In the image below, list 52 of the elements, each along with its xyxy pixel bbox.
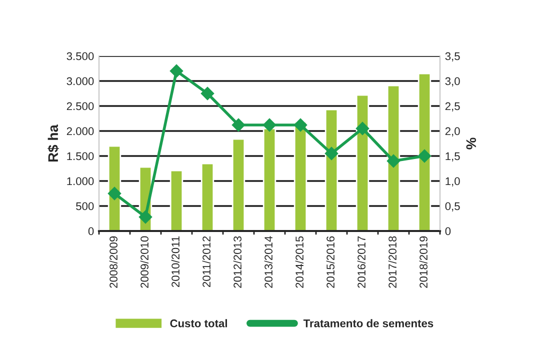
y-tick-label: 2.000 bbox=[66, 127, 94, 136]
bar bbox=[386, 84, 400, 231]
bar bbox=[170, 170, 184, 231]
y2-tick-label: 1,0 bbox=[446, 177, 460, 186]
y2-tick-label: 0 bbox=[445, 227, 451, 236]
x-tick-label: 2013/2014 bbox=[264, 236, 272, 288]
point bbox=[170, 64, 184, 78]
x-tick-label: 2011/2012 bbox=[202, 236, 210, 287]
bar bbox=[108, 145, 122, 231]
y2-tick-label: 2,5 bbox=[445, 102, 460, 112]
y-tick-label: 3.500 bbox=[66, 52, 94, 60]
point bbox=[294, 118, 308, 132]
x-tick-label: 2012/2013 bbox=[233, 236, 242, 288]
bar bbox=[232, 138, 246, 231]
y-tick-label: 2.500 bbox=[66, 102, 94, 110]
bar bbox=[262, 128, 276, 231]
bar bbox=[294, 121, 308, 231]
point bbox=[138, 210, 152, 224]
point bbox=[232, 118, 246, 132]
bar bbox=[418, 72, 432, 231]
y-tick-label: 500 bbox=[76, 202, 94, 210]
x-tick-label: 2018/2019 bbox=[419, 236, 428, 288]
point bbox=[200, 86, 214, 100]
bar bbox=[356, 94, 370, 231]
x-tick-label: 2009/2010 bbox=[140, 236, 148, 288]
point bbox=[324, 146, 338, 160]
point bbox=[356, 122, 370, 136]
y2-axis-title: % bbox=[466, 138, 476, 150]
x-tick-label: 2017/2018 bbox=[388, 236, 396, 288]
point bbox=[386, 154, 400, 168]
x-tick-label: 2016/2017 bbox=[357, 236, 366, 288]
point bbox=[262, 118, 276, 132]
y-tick-label: 0 bbox=[88, 227, 94, 236]
bar bbox=[324, 108, 338, 231]
y2-tick-label: 3,0 bbox=[445, 77, 460, 86]
legend-label: Tratamento de sementes bbox=[303, 319, 434, 328]
y2-tick-label: 1,5 bbox=[446, 152, 460, 162]
legend-label: Custo total bbox=[170, 319, 227, 328]
y-tick-label: 1.000 bbox=[67, 177, 94, 186]
x-tick-label: 2015/2016 bbox=[326, 236, 334, 288]
x-tick-label: 2010/2011 bbox=[171, 236, 180, 287]
y2-tick-label: 3,5 bbox=[445, 52, 460, 62]
point bbox=[418, 149, 432, 163]
y-axis-title: R$ ha bbox=[48, 124, 59, 162]
y-tick-label: 1.500 bbox=[67, 152, 94, 160]
point bbox=[108, 186, 122, 200]
y2-tick-label: 0,5 bbox=[445, 202, 460, 212]
bar bbox=[200, 162, 214, 231]
y2-tick-label: 2,0 bbox=[445, 127, 460, 136]
y-tick-label: 3.000 bbox=[66, 77, 94, 86]
x-tick-label: 2008/2009 bbox=[109, 236, 118, 288]
x-tick-label: 2014/2015 bbox=[295, 236, 304, 288]
